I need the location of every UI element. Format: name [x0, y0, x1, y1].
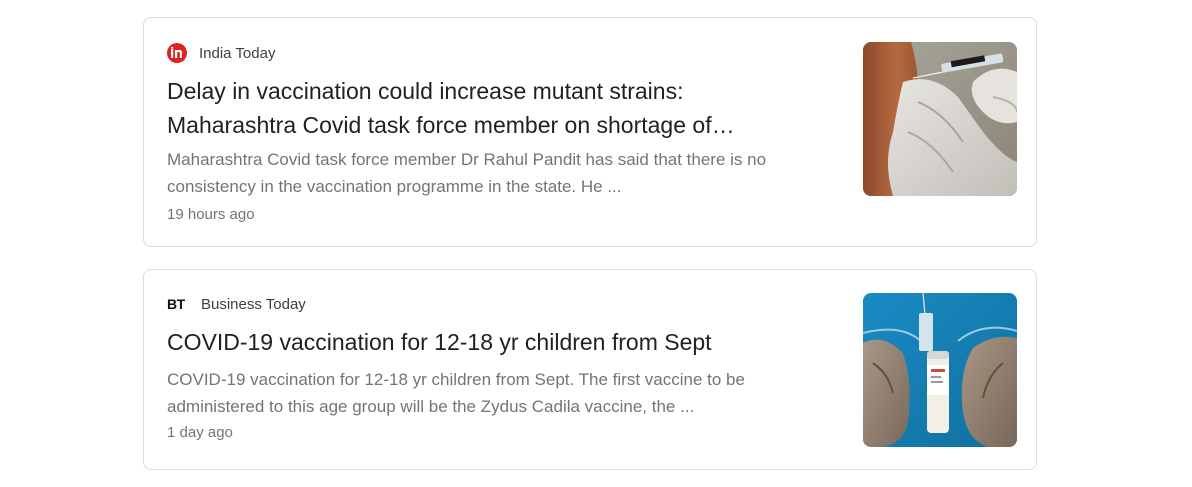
article-timestamp: 1 day ago [167, 424, 233, 441]
article-headline[interactable]: Delay in vaccination could increase muta… [167, 78, 735, 138]
news-card[interactable]: India Today Delay in vaccination could i… [143, 17, 1037, 247]
article-thumbnail[interactable] [863, 293, 1017, 447]
article-headline[interactable]: COVID-19 vaccination for 12-18 yr childr… [167, 329, 712, 355]
source-name: India Today [199, 44, 276, 62]
source-name: Business Today [201, 295, 306, 313]
india-today-logo-icon [167, 43, 187, 63]
business-today-logo-icon: BT [167, 296, 185, 312]
article-snippet: Maharashtra Covid task force member Dr R… [167, 150, 767, 196]
news-source: India Today [167, 43, 275, 63]
article-timestamp: 19 hours ago [167, 206, 255, 223]
news-card[interactable]: BT Business Today COVID-19 vaccination f… [143, 269, 1037, 470]
article-snippet: COVID-19 vaccination for 12-18 yr childr… [167, 370, 745, 416]
article-thumbnail[interactable] [863, 42, 1017, 196]
news-source: BT Business Today [167, 294, 306, 314]
